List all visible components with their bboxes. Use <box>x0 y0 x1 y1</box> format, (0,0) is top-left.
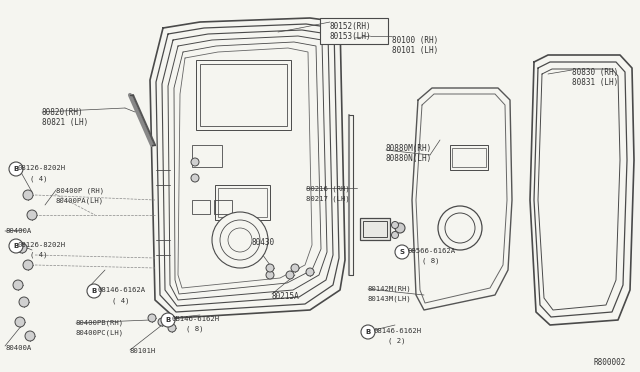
Circle shape <box>27 210 37 220</box>
Circle shape <box>168 324 176 332</box>
Text: 80100 (RH): 80100 (RH) <box>392 36 438 45</box>
Text: 80216 (RH): 80216 (RH) <box>306 185 349 192</box>
Text: 80400PC(LH): 80400PC(LH) <box>76 330 124 337</box>
Text: 08566-6162A: 08566-6162A <box>408 248 456 254</box>
Circle shape <box>392 221 399 228</box>
Circle shape <box>9 239 23 253</box>
Text: ( 2): ( 2) <box>388 338 406 344</box>
Circle shape <box>291 264 299 272</box>
Text: 08126-8202H: 08126-8202H <box>18 242 66 248</box>
Circle shape <box>25 331 35 341</box>
Circle shape <box>392 231 399 238</box>
Text: B: B <box>92 288 97 294</box>
Text: ( 4): ( 4) <box>112 297 129 304</box>
Bar <box>452 148 486 167</box>
Text: 80400PA(LH): 80400PA(LH) <box>56 198 104 205</box>
Circle shape <box>9 162 23 176</box>
Circle shape <box>23 190 33 200</box>
Circle shape <box>13 280 23 290</box>
Text: 80400A: 80400A <box>5 345 31 351</box>
Bar <box>192 200 210 214</box>
Bar <box>214 200 232 214</box>
Text: 80101 (LH): 80101 (LH) <box>392 46 438 55</box>
Circle shape <box>395 245 409 259</box>
Circle shape <box>19 297 29 307</box>
Text: 08146-6162A: 08146-6162A <box>98 287 146 293</box>
Circle shape <box>161 313 175 327</box>
Circle shape <box>361 325 375 339</box>
Circle shape <box>23 260 33 270</box>
Circle shape <box>266 264 274 272</box>
Circle shape <box>17 243 27 253</box>
Text: 80430: 80430 <box>252 238 275 247</box>
Circle shape <box>395 223 405 233</box>
Text: 80101H: 80101H <box>130 348 156 354</box>
Text: 80400A: 80400A <box>5 228 31 234</box>
Text: 08126-8202H: 08126-8202H <box>18 165 66 171</box>
Text: B: B <box>365 329 371 335</box>
Text: 80831 (LH): 80831 (LH) <box>572 78 618 87</box>
Text: ( 4): ( 4) <box>30 175 47 182</box>
Text: 80821 (LH): 80821 (LH) <box>42 118 88 127</box>
Text: 80152(RH): 80152(RH) <box>330 22 372 31</box>
Circle shape <box>158 318 166 326</box>
Circle shape <box>286 271 294 279</box>
Circle shape <box>306 268 314 276</box>
Text: 80820(RH): 80820(RH) <box>42 108 84 117</box>
Bar <box>200 64 287 126</box>
Text: 80215A: 80215A <box>272 292 300 301</box>
Text: R800002: R800002 <box>594 358 627 367</box>
Circle shape <box>15 317 25 327</box>
Bar <box>196 60 291 130</box>
Text: 08146-6162H: 08146-6162H <box>374 328 422 334</box>
Bar <box>320 18 388 44</box>
Circle shape <box>191 174 199 182</box>
Circle shape <box>191 158 199 166</box>
Text: B: B <box>13 243 19 249</box>
Text: 80217 (LH): 80217 (LH) <box>306 195 349 202</box>
Bar <box>218 188 267 217</box>
Text: 80153(LH): 80153(LH) <box>330 32 372 41</box>
Text: 80142M(RH): 80142M(RH) <box>368 286 412 292</box>
Text: S: S <box>399 249 404 255</box>
Circle shape <box>266 271 274 279</box>
Bar <box>215 185 270 220</box>
Text: ( 8): ( 8) <box>422 258 440 264</box>
Circle shape <box>212 212 268 268</box>
Text: 80400PB(RH): 80400PB(RH) <box>76 320 124 327</box>
Text: 0B146-6162H: 0B146-6162H <box>172 316 220 322</box>
Bar <box>450 145 488 170</box>
Text: 80880N(LH): 80880N(LH) <box>386 154 432 163</box>
Text: 80830 (RH): 80830 (RH) <box>572 68 618 77</box>
Circle shape <box>148 314 156 322</box>
Bar <box>363 221 387 237</box>
Text: B: B <box>165 317 171 323</box>
Text: ( 8): ( 8) <box>186 326 204 333</box>
Bar <box>360 218 390 240</box>
Text: 80400P (RH): 80400P (RH) <box>56 188 104 195</box>
Circle shape <box>438 206 482 250</box>
Text: ( 4): ( 4) <box>30 252 47 259</box>
Text: 80880M(RH): 80880M(RH) <box>386 144 432 153</box>
Circle shape <box>87 284 101 298</box>
Text: 80143M(LH): 80143M(LH) <box>368 296 412 302</box>
Text: B: B <box>13 166 19 172</box>
Bar <box>192 145 222 167</box>
